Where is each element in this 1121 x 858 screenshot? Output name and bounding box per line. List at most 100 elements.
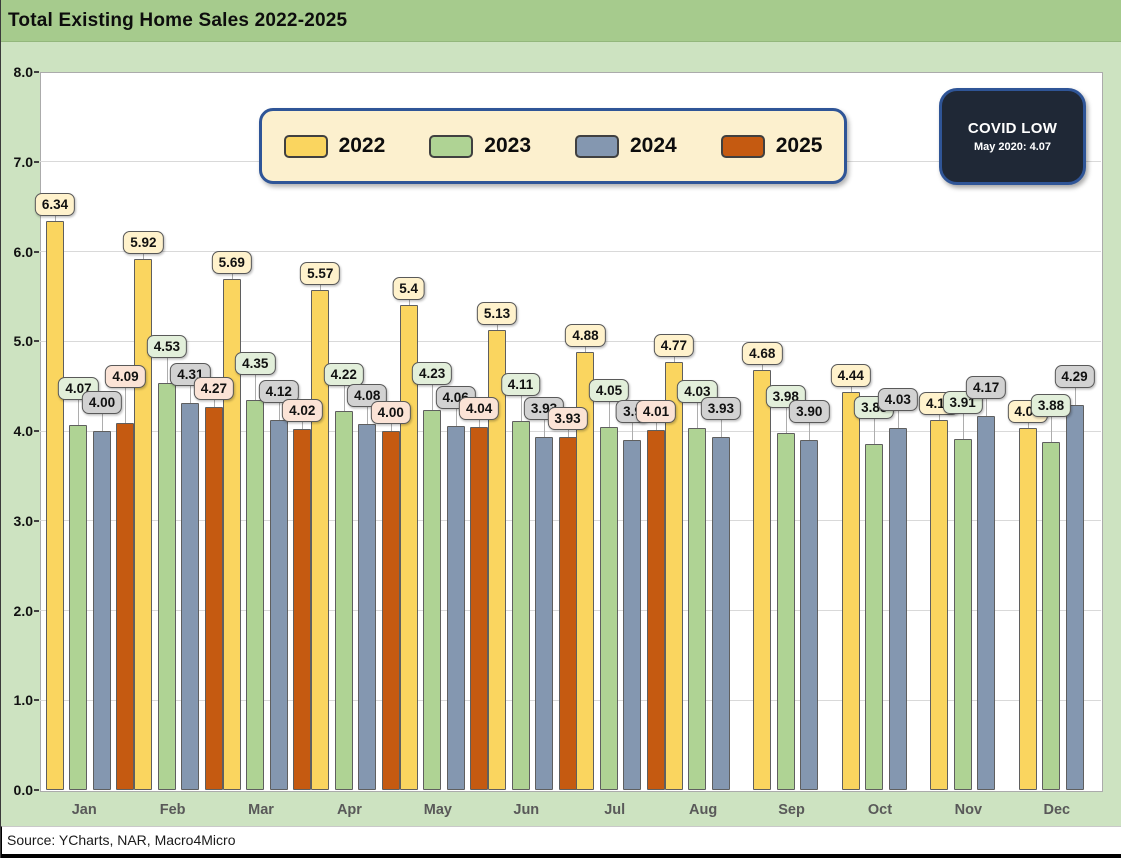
x-tick-label: Apr [336, 802, 362, 818]
source-footer: Source: YCharts, NAR, Macro4Micro [1, 826, 1121, 858]
y-tick-label: 2.0 [13, 602, 33, 619]
data-label-2022-Jan: 6.34 [34, 192, 76, 216]
y-tick-label: 3.0 [13, 512, 33, 529]
bar-2023-May [423, 410, 442, 790]
label-leader [986, 397, 988, 416]
y-tick-mark [34, 430, 39, 432]
label-leader [231, 273, 233, 280]
legend: 2022 2023 2024 2025 [259, 108, 847, 184]
legend-label-2024: 2024 [630, 134, 677, 157]
bar-2025-May [470, 427, 489, 790]
bar-2023-Apr [334, 411, 353, 790]
label-leader [343, 385, 345, 412]
bar-2024-Oct [888, 428, 907, 790]
legend-label-2023: 2023 [484, 134, 531, 157]
covid-low-annotation: COVID LOW May 2020: 4.07 [939, 88, 1086, 185]
data-label-2022-Sep: 4.68 [742, 341, 783, 365]
label-leader [520, 395, 522, 422]
label-leader [1051, 415, 1053, 442]
label-leader [697, 402, 699, 429]
bar-2024-May [446, 425, 465, 790]
legend-label-2025: 2025 [775, 134, 823, 157]
bar-2022-Mar [222, 279, 241, 790]
label-leader [897, 410, 899, 429]
label-leader [850, 385, 852, 392]
x-tick-label: Nov [954, 802, 983, 818]
data-label-2022-Mar: 5.69 [211, 251, 252, 275]
bar-2023-Dec [1042, 441, 1061, 790]
y-tick-mark [34, 250, 39, 253]
label-leader [809, 421, 811, 440]
data-label-2025-Mar: 4.02 [282, 399, 323, 423]
data-label-2025-May: 4.04 [458, 397, 500, 421]
label-leader [939, 414, 941, 421]
y-tick-mark [34, 609, 39, 612]
y-tick-label: 5.0 [13, 333, 33, 350]
label-leader [190, 385, 192, 404]
y-tick-label: 0.0 [13, 782, 33, 798]
bar-2022-Jul [576, 352, 595, 790]
bar-2023-Jun [511, 421, 530, 790]
bar-2024-Apr [358, 423, 377, 790]
legend-item-2023: 2023 [429, 134, 531, 158]
data-label-2025-Jul: 4.01 [635, 400, 677, 424]
page-title: Total Existing Home Sales 2022-2025 [8, 9, 348, 31]
legend-swatch-2022 [283, 134, 328, 158]
y-tick-label: 4.0 [13, 423, 33, 439]
y-tick-label: 1.0 [13, 692, 33, 709]
label-leader [720, 419, 722, 438]
bar-2025-Feb [204, 406, 223, 790]
bar-2022-Sep [753, 369, 772, 790]
bar-2025-Apr [381, 431, 400, 790]
data-label-2024-Mar: 4.12 [258, 380, 299, 404]
label-leader [255, 373, 257, 400]
bar-2023-Oct [865, 444, 884, 790]
bar-2022-May [399, 305, 418, 790]
bar-2023-Aug [688, 428, 707, 790]
bar-2022-Nov [930, 420, 949, 790]
x-tick-label: Jun [513, 802, 540, 818]
data-label-2025-Apr: 4.00 [370, 401, 411, 424]
bar-2022-Dec [1018, 428, 1037, 790]
y-tick-mark [34, 699, 39, 702]
label-leader [632, 421, 634, 440]
y-tick-label: 6.0 [13, 243, 33, 260]
data-label-2022-Jun: 5.13 [476, 301, 518, 325]
legend-swatch-2025 [720, 134, 765, 158]
bar-2024-Sep [800, 439, 819, 790]
bar-2022-Jan [45, 220, 64, 790]
legend-swatch-2023 [429, 134, 474, 158]
label-leader [78, 398, 80, 425]
label-leader [608, 400, 610, 427]
label-leader [497, 323, 499, 330]
data-label-2022-Jul: 4.88 [565, 324, 606, 348]
title-band: Total Existing Home Sales 2022-2025 [1, 0, 1121, 42]
bar-2023-Sep [776, 432, 795, 790]
bar-2025-Mar [293, 429, 312, 790]
legend-item-2022: 2022 [283, 134, 386, 158]
y-tick-label: 7.0 [13, 153, 33, 170]
data-label-2024-Sep: 3.90 [789, 399, 830, 423]
legend-label-2022: 2022 [338, 134, 386, 157]
bar-2025-Jul [646, 430, 665, 790]
label-leader [544, 419, 546, 438]
bar-2025-Jan [116, 422, 135, 790]
data-label-2023-Jul: 4.05 [588, 378, 630, 402]
data-label-2022-May: 5.4 [392, 277, 426, 301]
data-label-2023-Dec: 3.88 [1030, 393, 1072, 417]
x-tick-label: Oct [867, 802, 893, 818]
bar-2024-Nov [977, 415, 996, 790]
data-label-2024-Aug: 3.93 [700, 397, 742, 421]
label-leader [390, 423, 392, 431]
bar-2023-Jul [599, 426, 618, 790]
data-label-2023-May: 4.23 [411, 362, 453, 386]
label-leader [101, 413, 103, 431]
bar-2023-Feb [157, 383, 176, 790]
x-tick-label: Jan [71, 802, 97, 818]
label-leader [432, 384, 434, 411]
label-leader [455, 407, 457, 426]
label-leader [302, 421, 304, 430]
y-tick-mark [34, 71, 39, 73]
label-leader [143, 252, 145, 259]
bar-2024-Jan [92, 431, 111, 790]
